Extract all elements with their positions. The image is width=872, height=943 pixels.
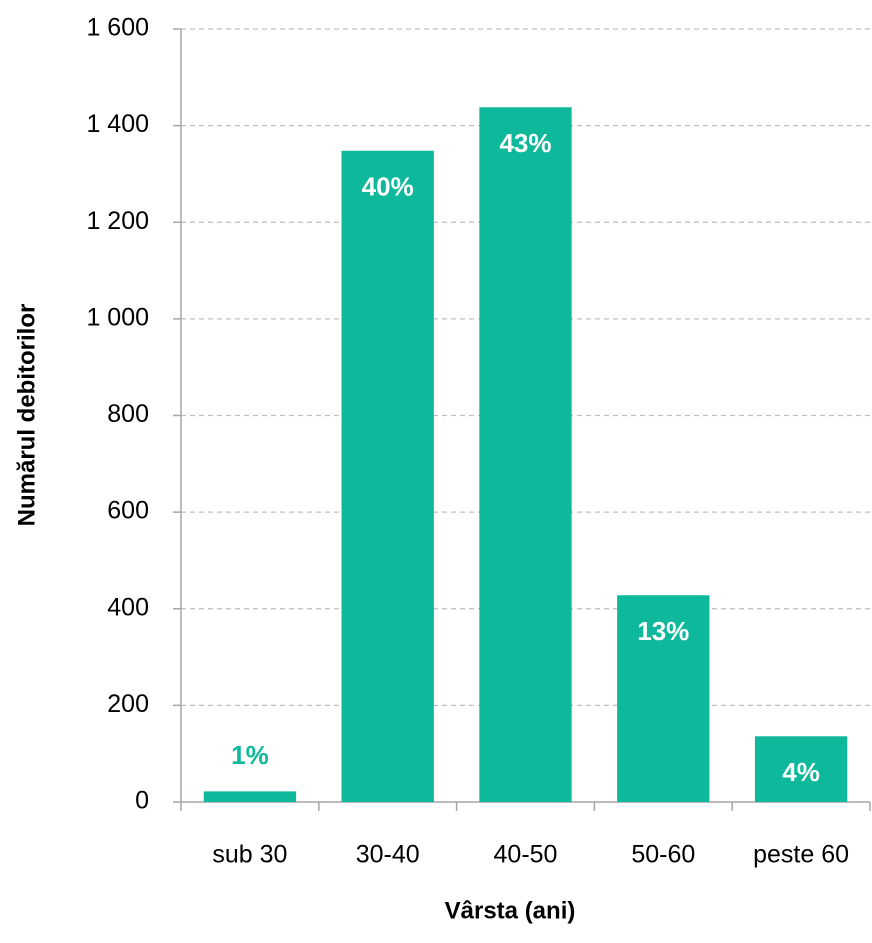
data-label: 4% — [782, 757, 820, 787]
y-tick-label: 1 000 — [86, 303, 149, 331]
y-tick-label: 1 400 — [86, 110, 149, 138]
bar — [203, 791, 297, 802]
y-tick-label: 1 200 — [86, 207, 149, 235]
x-tick-label: 50-60 — [631, 841, 695, 869]
y-tick-label: 400 — [107, 593, 149, 621]
data-label: 43% — [499, 128, 551, 158]
bar — [341, 150, 434, 802]
y-tick-label: 800 — [107, 400, 149, 428]
data-label: 40% — [362, 172, 414, 202]
x-axis-title: Vârsta (ani) — [445, 897, 576, 924]
y-tick-label: 200 — [107, 690, 149, 718]
x-tick-label: 40-50 — [494, 841, 558, 869]
y-tick-label: 600 — [107, 497, 149, 525]
bar — [479, 107, 572, 803]
x-tick-label: sub 30 — [212, 841, 287, 869]
y-tick-label: 0 — [135, 787, 149, 815]
bar — [617, 595, 710, 802]
y-tick-label: 1 600 — [86, 14, 149, 42]
y-axis-title: Numărul debitorilor — [13, 304, 40, 527]
data-label: 13% — [637, 616, 689, 646]
x-tick-label: peste 60 — [753, 841, 849, 869]
data-label: 1% — [231, 740, 269, 770]
bar — [754, 736, 848, 802]
x-tick-label: 30-40 — [356, 841, 420, 869]
